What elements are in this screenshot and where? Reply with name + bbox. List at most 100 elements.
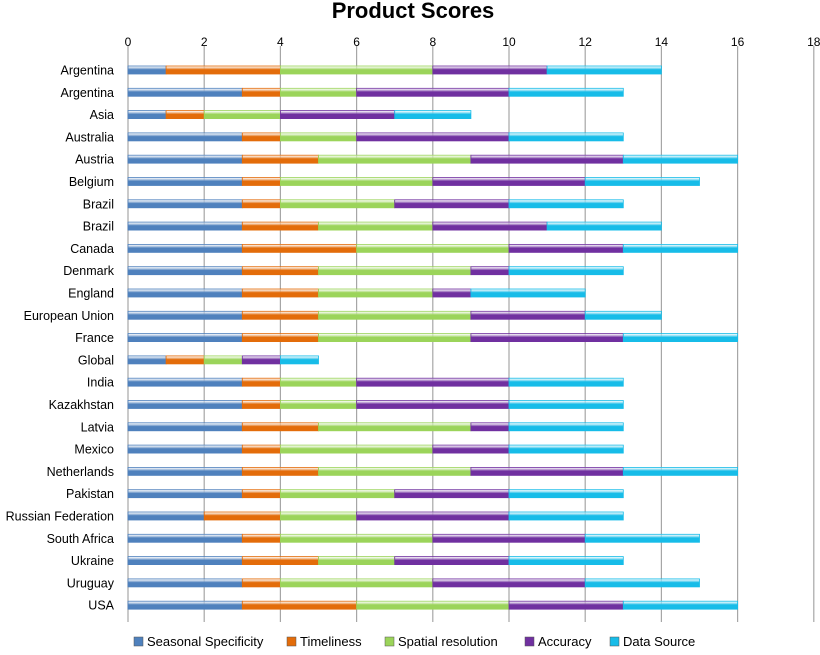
bar-segment bbox=[356, 132, 510, 142]
bar-segment bbox=[318, 266, 472, 276]
bar-segment bbox=[318, 221, 434, 231]
bar-segment bbox=[584, 533, 700, 543]
bar-segment bbox=[394, 199, 510, 209]
x-tick-label: 16 bbox=[731, 35, 745, 49]
bar-segment bbox=[127, 533, 243, 543]
bar-segment bbox=[127, 288, 243, 298]
bar-segment bbox=[241, 556, 319, 565]
bar-segment bbox=[318, 422, 472, 432]
x-tick-label: 4 bbox=[277, 35, 284, 49]
legend-swatch bbox=[286, 636, 297, 647]
bar-segment bbox=[127, 444, 243, 454]
y-axis-categories: Argentina Argentina Asia Australia Austria Be… bbox=[6, 64, 115, 613]
bar-segment bbox=[127, 87, 243, 97]
bar-segment bbox=[203, 110, 281, 119]
bar-segment bbox=[127, 333, 243, 343]
bar-segment bbox=[241, 154, 319, 164]
bar-segment bbox=[394, 556, 510, 565]
bar-segment bbox=[127, 177, 243, 186]
x-tick-label: 10 bbox=[502, 35, 516, 49]
bar-segment bbox=[127, 466, 243, 476]
category-label: Austria bbox=[75, 153, 114, 167]
x-tick-label: 8 bbox=[429, 35, 436, 49]
bar-segment bbox=[241, 600, 358, 610]
bar-segment bbox=[432, 288, 472, 298]
bar-segment bbox=[127, 511, 205, 521]
bar-segment bbox=[279, 132, 357, 142]
bar-segment bbox=[279, 511, 357, 521]
bar-segment bbox=[356, 600, 510, 610]
legend-swatch bbox=[524, 636, 535, 647]
bar-segment bbox=[470, 266, 510, 276]
category-label: Brazil bbox=[83, 220, 114, 234]
bar-segment bbox=[279, 400, 357, 409]
bar-segment bbox=[241, 355, 281, 365]
category-label: India bbox=[87, 376, 114, 390]
bar-segment bbox=[546, 65, 662, 75]
bar-segment bbox=[203, 511, 281, 521]
bar-segment bbox=[241, 87, 281, 97]
bar-segment bbox=[127, 400, 243, 409]
category-label: England bbox=[68, 287, 114, 301]
bar-segment bbox=[241, 422, 319, 432]
bar-segment bbox=[508, 556, 624, 565]
bar-segment bbox=[241, 333, 319, 343]
bar-segment bbox=[432, 221, 548, 231]
x-tick-label: 0 bbox=[125, 35, 132, 49]
bars bbox=[127, 65, 738, 610]
bar-segment bbox=[508, 266, 624, 276]
bar-segment bbox=[318, 466, 472, 476]
bar-segment bbox=[279, 65, 434, 75]
bar-segment bbox=[318, 154, 472, 164]
bar-segment bbox=[508, 87, 624, 97]
bar-segment bbox=[432, 444, 510, 454]
bar-segment bbox=[241, 310, 319, 320]
legend-swatch bbox=[384, 636, 395, 647]
bar-segment bbox=[241, 578, 281, 588]
category-label: European Union bbox=[24, 309, 114, 323]
category-label: Asia bbox=[90, 108, 114, 122]
bar-segment bbox=[127, 221, 243, 231]
bar-segment bbox=[508, 600, 624, 610]
bar-segment bbox=[127, 310, 243, 320]
bar-segment bbox=[622, 600, 738, 610]
bar-segment bbox=[127, 578, 243, 588]
bar-segment bbox=[508, 377, 624, 387]
bar-segment bbox=[127, 154, 243, 164]
bar-segment bbox=[127, 489, 243, 499]
bar-segment bbox=[470, 310, 586, 320]
bar-segment bbox=[279, 177, 434, 186]
category-label: Mexico bbox=[74, 443, 114, 457]
bar-segment bbox=[432, 578, 586, 588]
legend-swatch bbox=[609, 636, 620, 647]
bar-segment bbox=[279, 489, 396, 499]
bar-segment bbox=[241, 444, 281, 454]
bar-segment bbox=[356, 243, 510, 253]
bar-segment bbox=[241, 132, 281, 142]
legend-swatch bbox=[133, 636, 144, 647]
bar-segment bbox=[622, 466, 738, 476]
bar-segment bbox=[318, 310, 472, 320]
bar-segment bbox=[394, 489, 510, 499]
bar-segment bbox=[508, 511, 624, 521]
category-label: USA bbox=[88, 599, 114, 613]
bar-segment bbox=[127, 110, 167, 119]
bar-segment bbox=[318, 288, 434, 298]
bar-segment bbox=[508, 489, 624, 499]
bar-segment bbox=[241, 377, 281, 387]
bar-segment bbox=[241, 177, 281, 186]
bar-segment bbox=[508, 132, 624, 142]
bar-segment bbox=[356, 400, 510, 409]
bar-segment bbox=[279, 578, 434, 588]
bar-segment bbox=[127, 422, 243, 432]
bar-segment bbox=[241, 221, 319, 231]
bar-segment bbox=[241, 199, 281, 209]
legend-label: Data Source bbox=[623, 634, 695, 649]
bar-segment bbox=[203, 355, 243, 365]
bar-segment bbox=[241, 489, 281, 499]
category-label: Uruguay bbox=[67, 576, 115, 590]
category-label: Canada bbox=[70, 242, 114, 256]
bar-segment bbox=[356, 87, 510, 97]
